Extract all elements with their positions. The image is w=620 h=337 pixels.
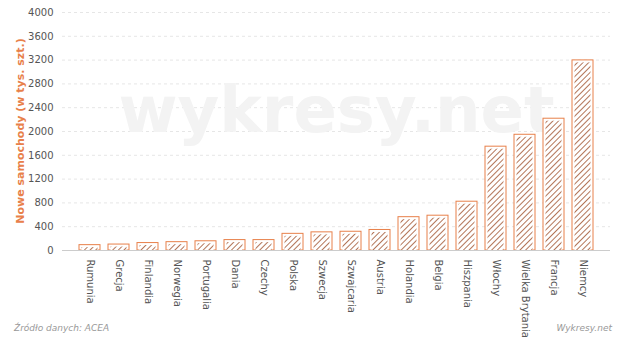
svg-text:Dania: Dania: [230, 260, 241, 289]
svg-text:Finlandia: Finlandia: [143, 260, 154, 305]
svg-text:Francja: Francja: [549, 260, 560, 296]
svg-text:Norwegia: Norwegia: [172, 260, 183, 307]
svg-text:Czechy: Czechy: [259, 260, 270, 296]
svg-text:4000: 4000: [28, 7, 53, 18]
svg-text:800: 800: [34, 197, 53, 208]
svg-text:2400: 2400: [28, 102, 53, 113]
svg-text:400: 400: [34, 221, 53, 232]
svg-text:Niemcy: Niemcy: [578, 260, 589, 298]
svg-text:Portugalia: Portugalia: [201, 260, 212, 310]
html-text:Wykresy.net: Wykresy.net: [556, 323, 612, 333]
svg-text:Szwecja: Szwecja: [317, 260, 328, 300]
svg-text:Rumunia: Rumunia: [85, 260, 96, 304]
svg-text:1200: 1200: [28, 173, 53, 184]
svg-text:3200: 3200: [28, 54, 53, 65]
svg-text:Szwajcaria: Szwajcaria: [346, 260, 357, 313]
svg-text:Austria: Austria: [375, 260, 386, 295]
svg-text:Polska: Polska: [288, 260, 299, 292]
svg-text:2800: 2800: [28, 78, 53, 89]
svg-text:2000: 2000: [28, 126, 53, 137]
svg-text:Holandia: Holandia: [404, 260, 415, 304]
svg-text:3600: 3600: [28, 31, 53, 42]
svg-text:Hiszpania: Hiszpania: [462, 260, 473, 308]
svg-text:Włochy: Włochy: [491, 260, 502, 297]
svg-text:Grecja: Grecja: [114, 260, 125, 292]
svg-text:Nowe samochody (w tys. szt.): Nowe samochody (w tys. szt.): [14, 38, 27, 223]
svg-text:Wielka Brytania: Wielka Brytania: [520, 260, 531, 337]
html-text:Źródło danych: ACEA: Źródło danych: ACEA: [14, 323, 110, 333]
svg-text:1600: 1600: [28, 150, 53, 161]
svg-text:0: 0: [47, 245, 53, 256]
svg-text:wykresy.net: wykresy.net: [118, 73, 554, 147]
svg-text:Belgia: Belgia: [433, 260, 444, 291]
